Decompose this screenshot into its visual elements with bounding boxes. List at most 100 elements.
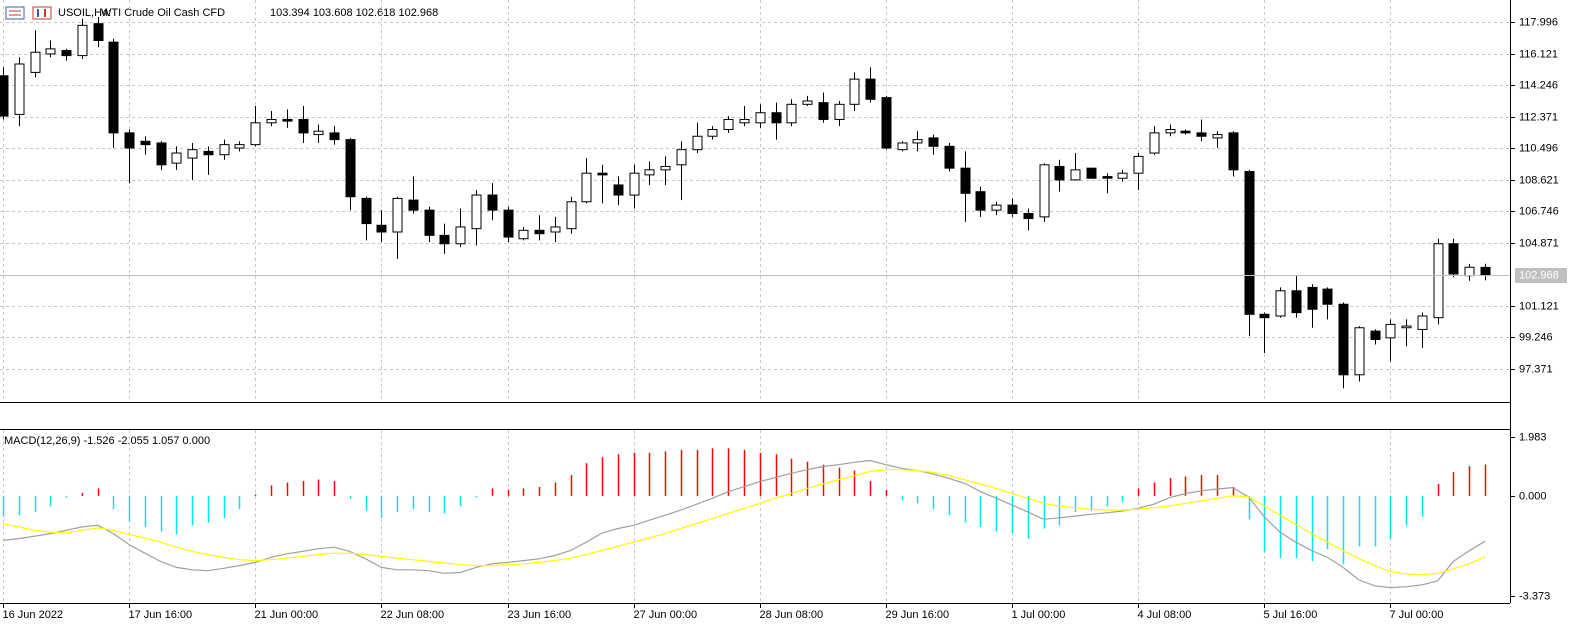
candle-body [424,209,435,236]
candle-body [313,130,324,136]
x-tick-label: 5 Jul 16:00 [1264,609,1318,621]
candle-body [1196,132,1207,137]
y-tick-label: -3.373 [1519,590,1550,602]
candle-body [1102,176,1113,179]
candle-body [1448,243,1459,275]
indicator-title: MACD(12,26,9) -1.526 -2.055 1.057 0.000 [4,435,210,447]
candle-body [1054,165,1065,181]
candle-body [928,137,939,147]
candle-body [865,78,876,100]
candle-body [503,209,514,238]
x-tick-label: 4 Jul 08:00 [1138,609,1192,621]
x-tick-label: 17 Jun 16:00 [129,609,193,621]
candle-body [266,118,277,124]
candle-body [613,184,624,196]
candle-body [991,204,1002,211]
candle-body [1275,290,1286,317]
candle-body [1133,155,1144,174]
candle-body [30,51,41,73]
quote: 103.394 103.608 102.618 102.968 [270,7,438,19]
candle-body [345,139,356,198]
candle-body [376,224,387,233]
x-tick-label: 21 Jun 00:00 [255,609,319,621]
x-tick-label: 16 Jun 2022 [3,609,64,621]
candle-body [187,149,198,159]
candle-body [1086,167,1097,179]
candle-body [1117,172,1128,179]
candle-body [739,118,750,124]
y-tick-label: 0.000 [1519,490,1547,502]
candle-body [597,172,608,176]
candle-body [723,118,734,131]
candle-body [1464,266,1475,277]
candle-body [61,50,72,57]
candle-body [676,149,687,166]
candle-body [1180,130,1191,134]
y-tick-label: 112.371 [1519,111,1558,123]
candle-body [1338,303,1349,376]
candle-body [124,132,135,149]
candle-body [1385,323,1396,339]
candle-body [1259,313,1270,319]
candle-body [1039,164,1050,218]
candle-body [644,169,655,176]
candle-body [171,152,182,164]
candle-body [566,201,577,230]
candle-body [408,199,419,211]
candle-body [14,63,25,115]
candle-body [140,140,151,146]
candle-body [1212,134,1223,139]
x-tick-label: 29 Jun 16:00 [886,609,950,621]
candle-body [1354,327,1365,376]
indicator-line [2,459,1486,589]
candle-body [392,197,403,233]
y-tick-label: 110.496 [1519,142,1558,154]
candle-body [707,129,718,137]
y-tick-label: 1.983 [1519,431,1547,443]
y-tick-label: 104.871 [1519,237,1559,249]
candle-body [0,75,9,117]
y-tick-label: 117.996 [1519,16,1558,28]
candle-body [439,234,450,245]
y-tick-label: 108.621 [1519,174,1559,186]
candle-body [771,112,782,124]
candle-body [487,194,498,211]
candle-body [45,48,56,55]
candle-body [518,229,529,240]
candle-body [77,24,88,57]
candle-body [692,135,703,151]
candle-body [849,78,860,105]
candle-body [250,122,261,146]
candle-body [1007,204,1018,215]
candle-body [1070,169,1081,181]
y-tick-label: 99.246 [1519,331,1553,343]
symbol: USOIL,H4: [58,7,111,19]
candle-body [1480,266,1491,276]
candle-body [1165,129,1176,134]
candle-body [960,167,971,194]
candle-body [786,103,797,124]
last-price-label: 102.968 [1519,269,1559,281]
candle-body [897,142,908,151]
marks [0,16,1491,589]
candle-body [629,172,640,196]
candle-body [1149,132,1160,154]
last-price-tag [1515,268,1567,283]
candle-body [1322,288,1333,305]
candle-body [1433,243,1444,319]
candle-body [108,41,119,134]
candle-body [282,118,293,122]
candle-body [156,142,167,166]
indicator-line [2,469,1486,576]
candle-body [219,144,230,156]
candle-body [471,194,482,230]
candle-body [550,226,561,233]
candle-body [834,103,845,120]
candle-body [203,150,214,156]
x-tick-label: 27 Jun 00:00 [634,609,698,621]
candle-body [912,139,923,144]
candle-body [802,100,813,105]
x-tick-label: 7 Jul 00:00 [1390,609,1444,621]
y-tick-label: 101.121 [1519,300,1559,312]
icon [32,6,52,20]
